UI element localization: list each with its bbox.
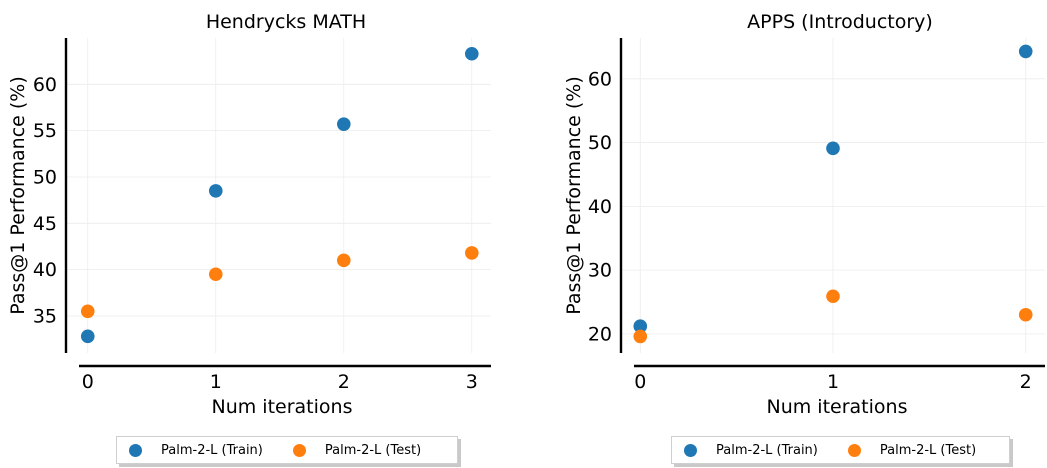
y-tick-label: 55 [33,120,57,142]
data-point [633,329,648,344]
data-point [464,46,479,61]
y-tick-label: 35 [33,305,57,327]
data-point [1018,44,1033,59]
y-tick-label: 45 [33,213,57,235]
y-tick-label: 50 [33,166,57,188]
chart-title: Hendrycks MATH [206,11,366,33]
legend-marker-test [292,443,306,457]
x-tick-label: 1 [827,371,839,393]
legend-label-test: Palm-2-L (Test) [879,442,977,458]
y-tick-label: 50 [588,132,612,154]
data-point [208,267,223,282]
x-axis-label: Num iterations [212,396,353,418]
data-point [826,141,840,156]
x-axis-label: Num iterations [767,396,908,418]
legend-label-test: Palm-2-L (Test) [324,442,422,458]
series-train [80,46,479,344]
y-axis-label: Pass@1 Performance (%) [563,76,585,315]
data-point [80,329,95,344]
x-tick-label: 0 [634,371,646,393]
data-point [1018,307,1033,322]
legend-label-train: Palm-2-L (Train) [716,442,818,458]
legend-marker-train [684,443,697,457]
data-point [336,253,351,268]
chart-title: APPS (Introductory) [747,11,933,33]
legend-label-train: Palm-2-L (Train) [161,442,263,458]
series-train [633,44,1033,334]
series-test [633,289,1033,344]
x-tick-label: 3 [466,371,478,393]
y-tick-label: 60 [33,74,57,96]
y-tick-label: 20 [588,323,612,345]
legend-entry-test: Palm-2-L (Test) [292,442,422,458]
legend-apps: Palm-2-L (Train) Palm-2-L (Test) [671,436,1010,464]
legend-entry-test: Palm-2-L (Test) [847,442,977,458]
y-tick-label: 40 [33,259,57,281]
data-point [208,184,223,198]
legend-math: Palm-2-L (Train) Palm-2-L (Test) [116,436,458,464]
y-axis-label: Pass@1 Performance (%) [7,76,29,315]
x-tick-label: 0 [82,371,94,393]
legend-entry-train: Palm-2-L (Train) [129,443,263,458]
legend-marker-train [129,443,142,457]
y-tick-label: 60 [588,68,612,90]
x-tick-label: 2 [1020,371,1032,393]
chart-apps: 20 30 40 50 60 0 1 2 APPS (Introductory) Num iter… [563,11,1045,418]
data-point [80,304,95,319]
y-tick-label: 40 [588,196,612,218]
legend-entry-train: Palm-2-L (Train) [684,443,818,458]
data-point [336,117,351,131]
chart-math: 35 40 45 50 55 60 0 1 2 3 Hendrycks MATH Num iterat… [7,11,491,418]
data-point [633,319,648,334]
data-point [826,289,840,304]
x-tick-label: 1 [210,371,222,393]
series-test [80,246,479,319]
y-tick-label: 30 [588,260,612,282]
x-tick-label: 2 [338,371,350,393]
data-point [464,246,479,260]
legend-marker-test [847,443,861,457]
